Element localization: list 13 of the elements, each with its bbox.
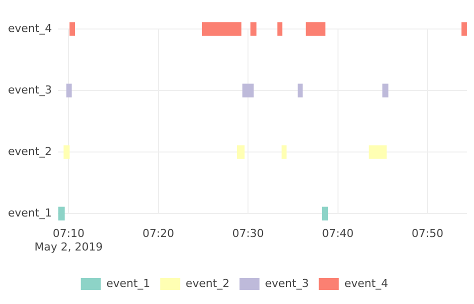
y-tick-label: event_3 [8,83,52,96]
x-tick-label: 07:30 [232,227,264,240]
y-tick-label: event_4 [8,22,52,35]
legend-label: event_1 [106,276,150,290]
y-tick-label: event_2 [8,144,52,158]
y-tick-label: event_1 [8,206,52,220]
x-tick-label: 07:40 [322,227,354,240]
legend-label: event_2 [186,276,230,290]
x-tick-label: 07:10 May 2, 2019 [34,227,103,254]
x-tick-label: 07:50 [412,227,444,240]
legend-label: event_3 [265,276,309,290]
legend-label: event_4 [344,276,388,290]
x-tick-label: 07:20 [142,227,174,240]
